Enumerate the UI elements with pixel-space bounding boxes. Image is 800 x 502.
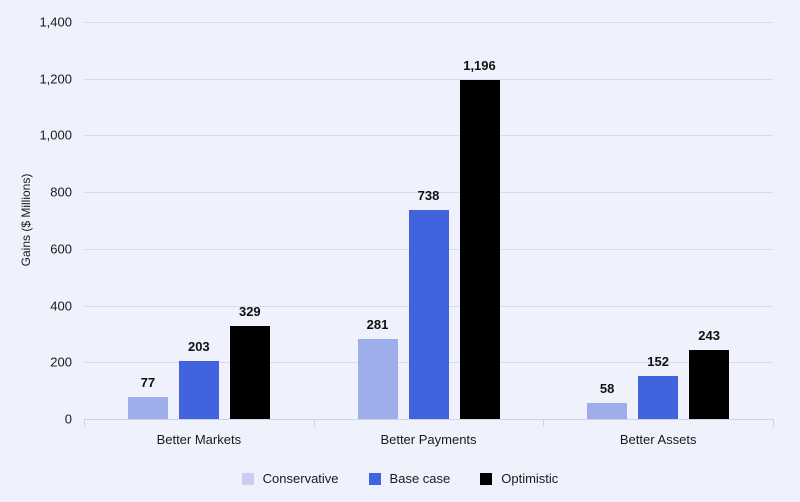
x-axis-line — [84, 419, 773, 420]
bar-base-case — [638, 375, 679, 419]
y-tick-label: 0 — [64, 411, 72, 427]
legend-item: Base case — [368, 471, 451, 486]
gridline — [84, 192, 773, 194]
legend-swatch-icon — [241, 472, 254, 485]
y-tick-label: 200 — [50, 354, 72, 370]
x-tick-mark — [313, 419, 315, 427]
bar-value-label: 152 — [647, 353, 669, 369]
bar-value-label: 281 — [366, 317, 389, 333]
gridline — [84, 135, 773, 137]
bar-value-label: 243 — [698, 328, 720, 344]
y-tick-label: 400 — [50, 298, 72, 314]
y-tick-label: 600 — [50, 241, 72, 257]
legend-item: Optimistic — [480, 471, 558, 486]
x-tick-mark — [84, 419, 85, 427]
gridline — [84, 78, 773, 80]
bar-optimistic — [689, 350, 730, 419]
x-category-label: Better Assets — [619, 432, 697, 447]
legend: Conservative Base case Optimistic — [0, 471, 800, 486]
legend-item: Conservative — [241, 471, 339, 486]
bar-value-label: 58 — [599, 380, 615, 396]
x-category-label: Better Markets — [156, 432, 242, 447]
bar-value-label: 738 — [417, 187, 440, 203]
x-tick-mark — [543, 419, 545, 427]
bar-conservative — [357, 339, 398, 419]
legend-swatch-icon — [480, 472, 493, 485]
bar-value-label: 203 — [187, 339, 210, 355]
bar-optimistic — [459, 79, 500, 419]
bar-conservative — [127, 397, 168, 419]
bar-base-case — [408, 209, 449, 419]
bar-value-label: 1,196 — [463, 57, 496, 73]
bar-base-case — [178, 361, 219, 419]
legend-label: Conservative — [262, 471, 339, 486]
y-tick-label: 1,000 — [39, 127, 72, 143]
y-tick-label: 800 — [50, 184, 72, 200]
bar-optimistic — [229, 325, 270, 419]
legend-label: Base case — [389, 471, 451, 486]
y-tick-label: 1,400 — [39, 14, 72, 30]
x-tick-mark — [773, 419, 774, 427]
legend-label: Optimistic — [501, 471, 559, 486]
bar-value-label: 77 — [140, 375, 156, 391]
x-category-label: Better Payments — [380, 432, 477, 447]
y-tick-label: 1,200 — [39, 71, 72, 87]
bar-conservative — [587, 402, 628, 419]
legend-swatch-icon — [368, 472, 381, 485]
bar-value-label: 329 — [238, 303, 261, 319]
gridline — [84, 22, 773, 23]
